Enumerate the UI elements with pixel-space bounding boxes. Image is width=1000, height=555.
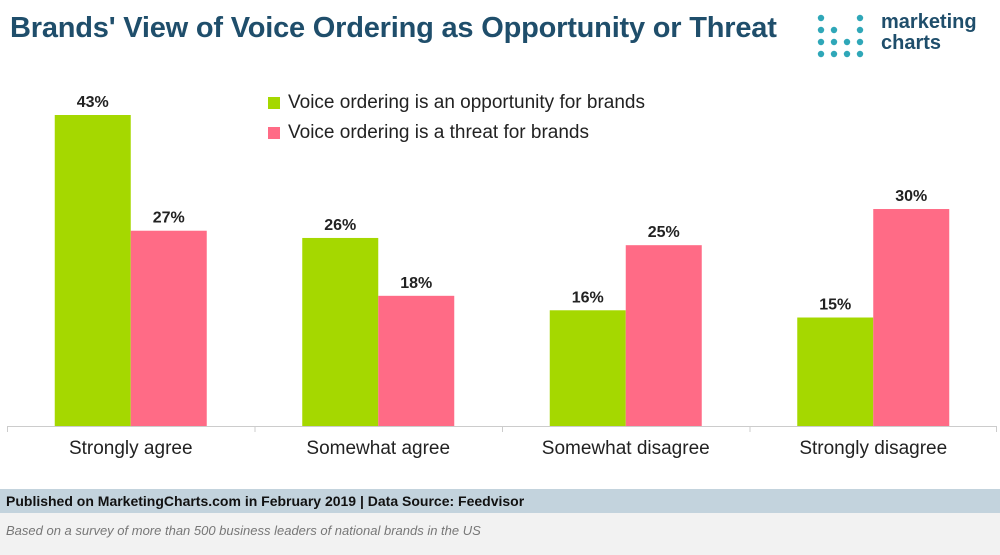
bar-opportunity bbox=[54, 115, 131, 426]
chart-title: Brands' View of Voice Ordering as Opport… bbox=[10, 12, 777, 44]
legend-item-threat: Voice ordering is a threat for brands bbox=[268, 118, 645, 148]
data-label: 15% bbox=[819, 297, 851, 314]
data-label: 25% bbox=[648, 224, 680, 241]
legend-swatch-opportunity bbox=[268, 97, 280, 109]
x-tick-label: Strongly disagree bbox=[799, 438, 947, 459]
source-bar: Published on MarketingCharts.com in Febr… bbox=[0, 489, 1000, 513]
survey-note: Based on a survey of more than 500 busin… bbox=[0, 513, 1000, 555]
legend-label-threat: Voice ordering is a threat for brands bbox=[288, 122, 590, 143]
bar-opportunity bbox=[549, 310, 626, 426]
logo-text-line1: marketing bbox=[881, 11, 977, 33]
data-label: 18% bbox=[400, 275, 432, 292]
legend-item-opportunity: Voice ordering is an opportunity for bra… bbox=[268, 88, 645, 118]
data-label: 27% bbox=[153, 210, 185, 227]
data-label: 26% bbox=[324, 217, 356, 234]
logo-dots-icon bbox=[817, 14, 864, 58]
data-label: 30% bbox=[895, 188, 927, 205]
logo-text-line2: charts bbox=[881, 32, 942, 54]
bar-threat bbox=[873, 209, 950, 426]
bar-opportunity bbox=[302, 237, 379, 426]
bar-threat bbox=[625, 245, 702, 426]
bar-chart: 43% 27% Strongly agree 26% 18% Somewhat agree… bbox=[7, 94, 997, 459]
x-tick-label: Strongly agree bbox=[69, 438, 193, 459]
x-tick-label: Somewhat disagree bbox=[542, 438, 710, 459]
data-label: 43% bbox=[77, 94, 109, 111]
bar-opportunity bbox=[797, 317, 874, 426]
bar-threat bbox=[130, 230, 207, 426]
data-label: 16% bbox=[572, 289, 604, 306]
x-tick-label: Somewhat agree bbox=[306, 438, 450, 459]
legend: Voice ordering is an opportunity for bra… bbox=[268, 88, 645, 148]
legend-label-opportunity: Voice ordering is an opportunity for bra… bbox=[288, 92, 645, 113]
marketingcharts-logo: marketing charts bbox=[815, 10, 995, 60]
bar-threat bbox=[378, 295, 455, 426]
legend-swatch-threat bbox=[268, 127, 280, 139]
